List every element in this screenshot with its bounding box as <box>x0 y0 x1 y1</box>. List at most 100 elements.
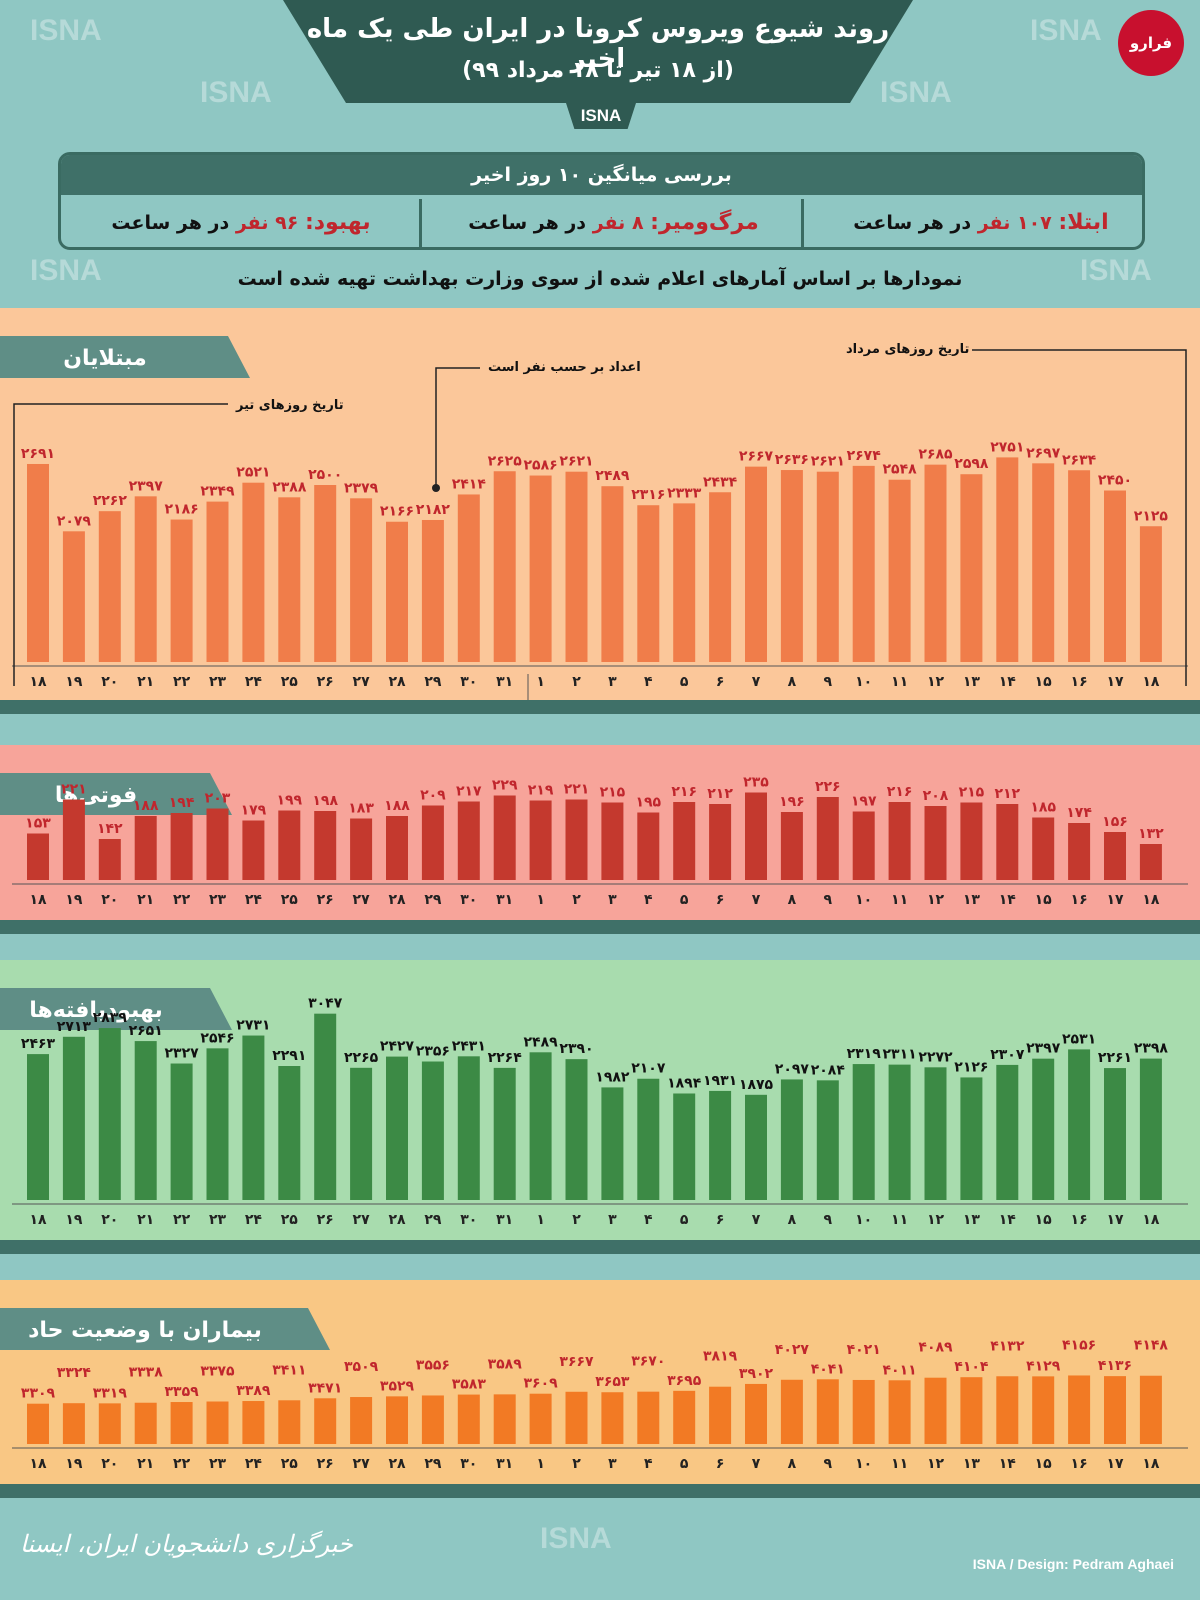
annotation-mordad-bracket <box>972 349 1187 686</box>
deaths-value-label: ۲۱۲ <box>994 786 1020 802</box>
severe-bar <box>457 1394 480 1444</box>
recovered-tick-label: ۲۷ <box>353 1212 371 1228</box>
cases-tick-label: ۲ <box>572 674 581 690</box>
severe-bar <box>745 1383 767 1444</box>
recovered-tick-label: ۲۰ <box>101 1212 118 1228</box>
cases-value-label: ۲۴۱۴ <box>452 476 487 492</box>
severe-value-label: ۳۳۳۸ <box>129 1365 164 1381</box>
deaths-tick-label: ۳۱ <box>496 892 513 908</box>
cases-tick-label: ۲۳ <box>209 674 227 690</box>
cases-value-label: ۲۴۵۰ <box>1098 473 1132 489</box>
cases-bar <box>529 475 552 662</box>
severe-bar <box>27 1403 49 1444</box>
severe-tick-label: ۲۱ <box>137 1456 154 1472</box>
cases-bar <box>98 511 121 662</box>
cases-tick-label: ۷ <box>752 674 761 690</box>
cases-value-label: ۲۱۲۵ <box>1134 508 1169 524</box>
footer-agency: خبرگزاری دانشجویان ایران، ایسنا <box>20 1530 353 1558</box>
severe-tick-label: ۸ <box>788 1456 797 1472</box>
watermark: ISNA <box>880 76 952 109</box>
deaths-value-label: ۱۵۳ <box>25 816 51 832</box>
severe-bar <box>852 1379 875 1444</box>
deaths-bar <box>745 792 767 880</box>
cases-bar <box>134 496 157 662</box>
deaths-bar <box>62 799 85 880</box>
deaths-tick-label: ۲۰ <box>101 892 118 908</box>
severe-value-label: ۴۱۳۲ <box>990 1338 1025 1354</box>
annotation-tir: تاریخ روزهای تیر <box>236 398 344 413</box>
recovered-value-label: ۲۰۸۴ <box>811 1062 846 1078</box>
recovered-tick-label: ۷ <box>752 1212 761 1228</box>
severe-tick-label: ۱۹ <box>65 1456 83 1472</box>
severe-value-label: ۳۳۲۴ <box>57 1365 92 1381</box>
recovered-value-label: ۳۰۴۷ <box>308 996 343 1012</box>
cases-value-label: ۲۱۸۶ <box>165 502 199 518</box>
recovered-value-label: ۲۲۹۱ <box>272 1048 306 1064</box>
recovered-tick-label: ۲۹ <box>424 1212 442 1228</box>
deaths-value-label: ۲۱۵ <box>600 785 626 801</box>
recovered-bar <box>1032 1058 1055 1200</box>
cases-value-label: ۲۶۸۵ <box>918 447 953 463</box>
cases-bar <box>314 485 337 662</box>
severe-tick-label: ۷ <box>752 1456 761 1472</box>
recovered-value-label: ۲۵۳۱ <box>1062 1031 1096 1047</box>
deaths-bar <box>565 799 588 880</box>
cases-tick-label: ۲۲ <box>173 674 191 690</box>
deaths-bar <box>673 802 696 880</box>
severe-value-label: ۴۱۲۹ <box>1026 1358 1061 1374</box>
severe-value-label: ۴۰۲۷ <box>775 1342 810 1358</box>
severe-bar <box>493 1394 516 1444</box>
cases-value-label: ۲۳۴۹ <box>200 484 235 500</box>
recovered-bar <box>134 1041 157 1200</box>
recovered-value-label: ۲۴۶۳ <box>21 1036 56 1052</box>
watermark: ISNA <box>1030 14 1102 47</box>
cases-bar <box>62 531 85 662</box>
cases-tick-label: ۵ <box>680 674 689 690</box>
severe-value-label: ۴۱۳۶ <box>1098 1358 1132 1374</box>
deaths-value-label: ۲۱۷ <box>456 784 482 800</box>
cases-tick-label: ۱۶ <box>1071 674 1088 690</box>
deaths-value-label: ۲۱۶ <box>671 784 697 800</box>
deaths-tick-label: ۸ <box>788 892 797 908</box>
cases-bar <box>780 470 803 662</box>
deaths-value-label: ۱۹۵ <box>635 795 661 811</box>
severe-value-label: ۳۵۰۹ <box>344 1359 379 1375</box>
cases-tick-label: ۶ <box>716 674 725 690</box>
recovered-bar <box>98 1028 121 1200</box>
deaths-value-label: ۲۲۱ <box>564 782 590 798</box>
cases-tick-label: ۱۴ <box>999 674 1017 690</box>
cases-bar <box>673 503 696 662</box>
severe-tick-label: ۲۸ <box>388 1456 406 1472</box>
cases-tick-label: ۳ <box>608 674 617 690</box>
deaths-value-label: ۱۸۸ <box>133 798 159 814</box>
severe-value-label: ۴۰۸۹ <box>918 1340 953 1356</box>
recovered-value-label: ۱۸۹۴ <box>667 1075 702 1091</box>
cases-bar <box>242 482 265 662</box>
recovered-bar <box>278 1066 301 1200</box>
recovered-tick-label: ۱۹ <box>65 1212 83 1228</box>
deaths-tick-label: ۱۸ <box>29 892 47 908</box>
deaths-bar <box>386 816 408 880</box>
severe-tick-label: ۱۲ <box>927 1456 945 1472</box>
cases-tick-label: ۱۱ <box>891 674 908 690</box>
recovered-tick-label: ۱۷ <box>1106 1212 1124 1228</box>
severe-tick-label: ۲۳ <box>209 1456 227 1472</box>
death-label: مرگ‌ومیر: <box>650 210 759 235</box>
severe-bar <box>134 1402 157 1444</box>
deaths-bar <box>242 820 265 880</box>
recovered-value-label: ۲۳۹۸ <box>1134 1041 1169 1057</box>
severe-bar <box>565 1391 588 1444</box>
severe-title: بیماران با وضعیت حاد <box>28 1318 262 1343</box>
recovered-tick-label: ۲۲ <box>173 1212 191 1228</box>
cases-bar <box>709 492 732 662</box>
recovered-tick-label: ۲۶ <box>317 1212 334 1228</box>
severe-band <box>0 1484 1200 1498</box>
severe-tick-label: ۴ <box>644 1456 653 1472</box>
severe-tick-label: ۹ <box>824 1456 833 1472</box>
recovered-tick-label: ۱۱ <box>891 1212 908 1228</box>
recovered-tick-label: ۶ <box>716 1212 725 1228</box>
severe-bar <box>888 1380 911 1444</box>
cases-value-label: ۲۵۲۱ <box>236 465 270 481</box>
cases-tick-label: ۲۷ <box>353 674 371 690</box>
recovered-bar <box>745 1094 767 1200</box>
